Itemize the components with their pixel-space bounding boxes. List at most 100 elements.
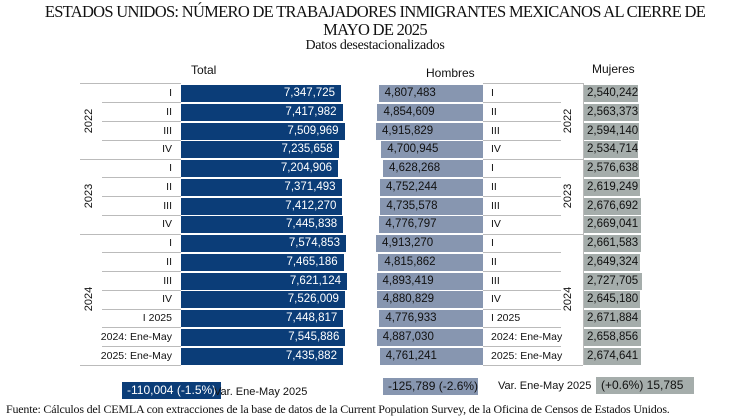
category-label-left: I: [169, 162, 172, 174]
bar-total: 7,204,906: [181, 160, 338, 177]
bar-total: 7,235,658: [181, 141, 339, 159]
row-divider: [102, 289, 181, 291]
category-label-center: I: [491, 162, 494, 174]
year-label-center: 2022: [562, 108, 574, 133]
bar-hombres: 4,761,241: [379, 347, 483, 365]
bar-mujeres: 2,534,714: [583, 141, 638, 159]
row-divider: [483, 346, 561, 347]
bar-mujeres: 2,576,638: [583, 160, 639, 177]
category-label-left: II: [166, 105, 172, 118]
category-label-center: IV: [491, 218, 501, 231]
row-divider: [102, 177, 181, 179]
source-note: Fuente: Cálculos del CEMLA con extraccio…: [6, 402, 670, 416]
category-label-center: II: [491, 180, 497, 193]
bar-hombres: 4,915,829: [376, 122, 483, 140]
bar-hombres: 4,880,829: [376, 291, 483, 309]
category-label-center: II: [491, 105, 497, 118]
category-label-left: I: [169, 237, 172, 249]
category-label-left: I 2025: [142, 312, 172, 324]
bar-hombres: 4,815,862: [378, 253, 483, 271]
row-divider: [483, 139, 561, 141]
chart-subtitle: Datos desestacionalizados: [305, 38, 445, 53]
axis-line: [483, 83, 583, 84]
row-divider: [102, 139, 181, 141]
header-mujeres: Mujeres: [592, 62, 635, 76]
var-label-hombres: Var. Ene-May 2025: [498, 380, 592, 392]
category-label-left: IV: [162, 218, 172, 231]
var-mujeres: (+0.6%) 15,785: [596, 377, 694, 394]
category-label-left: II: [166, 255, 172, 268]
bar-total: 7,465,186: [181, 253, 344, 271]
row-divider: [102, 252, 181, 254]
bar-mujeres: 2,619,249: [583, 178, 640, 196]
row-divider: [80, 158, 181, 160]
bar-total: 7,435,882: [181, 347, 343, 365]
row-divider: [102, 121, 181, 122]
category-label-left: I: [169, 87, 172, 99]
bar-mujeres: 2,727,705: [583, 272, 642, 290]
row-divider: [102, 196, 181, 197]
year-label-center: 2024: [562, 286, 574, 311]
bar-total: 7,371,493: [181, 178, 342, 196]
bar-mujeres: 2,540,242: [583, 85, 638, 102]
var-hombres: -125,789 (-2.6%): [383, 378, 478, 395]
row-divider: [102, 346, 181, 347]
bar-hombres: 4,735,578: [380, 197, 483, 215]
bar-mujeres: 2,669,041: [583, 216, 641, 234]
axis-line: [80, 365, 181, 367]
bar-hombres: 4,752,244: [379, 178, 483, 196]
header-hombres: Hombres: [426, 66, 475, 80]
bar-total: 7,448,817: [181, 310, 344, 327]
bar-mujeres: 2,674,641: [583, 347, 641, 365]
chart-title-line2: MAYO DE 2025: [323, 20, 427, 39]
year-label-left: 2023: [83, 183, 95, 208]
row-divider: [483, 327, 561, 329]
bar-hombres: 4,700,945: [381, 141, 483, 159]
header-total: Total: [191, 63, 217, 77]
bar-hombres: 4,913,270: [376, 235, 483, 252]
row-divider: [483, 177, 561, 179]
category-label-left: III: [163, 199, 172, 212]
category-label-left: II: [166, 180, 172, 193]
row-divider: [80, 233, 181, 235]
bar-total: 7,445,838: [181, 216, 344, 234]
year-label-left: 2022: [83, 108, 95, 133]
category-label-left: III: [163, 124, 172, 137]
bar-total: 7,347,725: [181, 85, 342, 102]
bar-hombres: 4,854,609: [377, 103, 483, 121]
bar-hombres: 4,893,419: [376, 272, 483, 290]
year-label-center: 2023: [562, 183, 574, 208]
category-label-left: III: [163, 274, 172, 287]
row-divider: [102, 308, 181, 310]
var-label-total: Var. Ene-May 2025: [214, 386, 308, 398]
bar-hombres: 4,776,933: [379, 310, 483, 327]
row-divider: [483, 252, 561, 254]
row-divider: [483, 233, 583, 235]
bar-hombres: 4,887,030: [376, 328, 483, 346]
bar-mujeres: 2,649,324: [583, 253, 641, 271]
bar-mujeres: 2,676,692: [583, 197, 641, 215]
category-label-center: IV: [491, 293, 501, 306]
category-label-center: I 2025: [491, 312, 521, 324]
bar-total: 7,545,886: [181, 328, 346, 346]
category-label-left: IV: [162, 293, 172, 306]
category-label-center: III: [491, 199, 500, 212]
bar-mujeres: 2,658,856: [583, 328, 641, 346]
row-divider: [102, 271, 181, 272]
axis-line: [583, 83, 584, 366]
category-label-center: III: [491, 274, 500, 287]
row-divider: [102, 102, 181, 104]
bar-total: 7,574,853: [181, 235, 346, 252]
category-label-center: IV: [491, 143, 501, 156]
bar-hombres: 4,628,268: [383, 160, 483, 177]
var-total: -110,004 (-1.5%): [122, 382, 222, 399]
axis-line: [483, 365, 583, 367]
row-divider: [483, 121, 561, 122]
row-divider: [102, 214, 181, 216]
category-label-left: 2024: Ene-May: [100, 330, 172, 343]
year-label-left: 2024: [83, 286, 95, 311]
category-label-center: 2025: Ene-May: [491, 349, 563, 362]
bar-total: 7,526,009: [181, 291, 345, 309]
row-divider: [483, 196, 561, 197]
bar-mujeres: 2,645,180: [583, 291, 641, 309]
